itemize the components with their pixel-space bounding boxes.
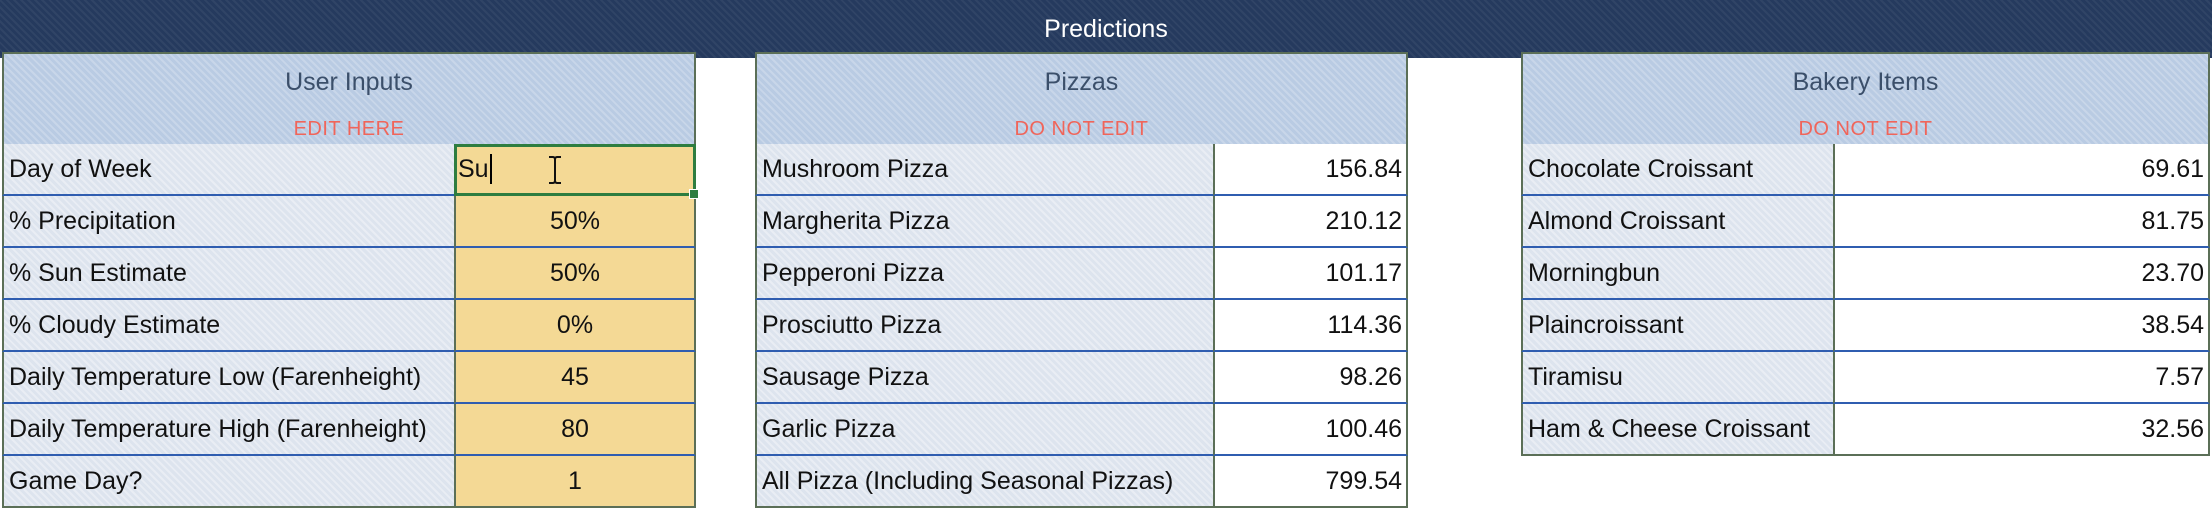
bakery-value[interactable]: 32.56	[1833, 404, 2210, 456]
edit-here-note: EDIT HERE	[293, 118, 405, 140]
pizza-label[interactable]: Prosciutto Pizza	[755, 300, 1213, 352]
temp-high-input[interactable]: 80	[454, 404, 696, 456]
pizza-label[interactable]: Sausage Pizza	[755, 352, 1213, 404]
bakery-value[interactable]: 69.61	[1833, 144, 2210, 196]
temp-low-input[interactable]: 45	[454, 352, 696, 404]
bakery-panel: Bakery Items DO NOT EDIT Chocolate Crois…	[1521, 52, 2210, 456]
bakery-row: Tiramisu 7.57	[1521, 352, 2210, 404]
ibeam-cursor-icon	[549, 156, 561, 184]
pizza-row: Mushroom Pizza 156.84	[755, 144, 1408, 196]
bakery-label[interactable]: Morningbun	[1521, 248, 1833, 300]
bakery-row: Plaincroissant 38.54	[1521, 300, 2210, 352]
pizza-row: Prosciutto Pizza 114.36	[755, 300, 1408, 352]
pizza-label[interactable]: Garlic Pizza	[755, 404, 1213, 456]
bakery-value[interactable]: 81.75	[1833, 196, 2210, 248]
pizzas-panel: Pizzas DO NOT EDIT Mushroom Pizza 156.84…	[755, 52, 1408, 508]
predictions-banner: Predictions	[0, 0, 2212, 58]
pizza-row: Garlic Pizza 100.46	[755, 404, 1408, 456]
pizza-label[interactable]: Pepperoni Pizza	[755, 248, 1213, 300]
pizza-total-value[interactable]: 799.54	[1213, 456, 1408, 508]
pizza-total-row: All Pizza (Including Seasonal Pizzas) 79…	[755, 456, 1408, 508]
pizza-value[interactable]: 98.26	[1213, 352, 1408, 404]
pizza-label[interactable]: Margherita Pizza	[755, 196, 1213, 248]
pizzas-title: Pizzas	[1044, 68, 1119, 96]
bakery-title: Bakery Items	[1792, 68, 1939, 96]
input-row-temp-high: Daily Temperature High (Farenheight) 80	[2, 404, 696, 456]
input-label[interactable]: Day of Week	[2, 144, 454, 196]
bakery-row: Almond Croissant 81.75	[1521, 196, 2210, 248]
input-label[interactable]: Daily Temperature High (Farenheight)	[2, 404, 454, 456]
text-caret	[489, 154, 492, 184]
game-day-input[interactable]: 1	[454, 456, 696, 508]
pizza-value[interactable]: 101.17	[1213, 248, 1408, 300]
bakery-label[interactable]: Tiramisu	[1521, 352, 1833, 404]
bakery-label[interactable]: Ham & Cheese Croissant	[1521, 404, 1833, 456]
do-not-edit-note: DO NOT EDIT	[1798, 118, 1933, 140]
pizza-label[interactable]: Mushroom Pizza	[755, 144, 1213, 196]
input-label[interactable]: % Sun Estimate	[2, 248, 454, 300]
do-not-edit-note: DO NOT EDIT	[1014, 118, 1149, 140]
pizza-value[interactable]: 100.46	[1213, 404, 1408, 456]
user-inputs-panel: User Inputs EDIT HERE Day of Week Su % P…	[2, 52, 699, 508]
pizzas-header: Pizzas DO NOT EDIT	[755, 52, 1408, 144]
pizza-value[interactable]: 210.12	[1213, 196, 1408, 248]
input-row-game-day: Game Day? 1	[2, 456, 696, 508]
input-row-precipitation: % Precipitation 50%	[2, 196, 696, 248]
pizza-value[interactable]: 156.84	[1213, 144, 1408, 196]
pizza-total-label[interactable]: All Pizza (Including Seasonal Pizzas)	[755, 456, 1213, 508]
input-row-temp-low: Daily Temperature Low (Farenheight) 45	[2, 352, 696, 404]
fill-handle[interactable]	[689, 189, 699, 199]
pizza-row: Sausage Pizza 98.26	[755, 352, 1408, 404]
cell-edit-text: Su	[458, 154, 489, 183]
bakery-row: Morningbun 23.70	[1521, 248, 2210, 300]
input-label[interactable]: Game Day?	[2, 456, 454, 508]
banner-title: Predictions	[1044, 14, 1168, 43]
input-label[interactable]: Daily Temperature Low (Farenheight)	[2, 352, 454, 404]
bakery-label[interactable]: Plaincroissant	[1521, 300, 1833, 352]
input-label[interactable]: % Cloudy Estimate	[2, 300, 454, 352]
bakery-value[interactable]: 38.54	[1833, 300, 2210, 352]
bakery-label[interactable]: Chocolate Croissant	[1521, 144, 1833, 196]
bakery-value[interactable]: 23.70	[1833, 248, 2210, 300]
pizza-value[interactable]: 114.36	[1213, 300, 1408, 352]
bakery-label[interactable]: Almond Croissant	[1521, 196, 1833, 248]
bakery-header: Bakery Items DO NOT EDIT	[1521, 52, 2210, 144]
user-inputs-title: User Inputs	[285, 68, 413, 96]
user-inputs-header: User Inputs EDIT HERE	[2, 52, 696, 144]
bakery-row: Ham & Cheese Croissant 32.56	[1521, 404, 2210, 456]
input-row-day-of-week: Day of Week Su	[2, 144, 699, 199]
sun-estimate-input[interactable]: 50%	[454, 248, 696, 300]
cloudy-estimate-input[interactable]: 0%	[454, 300, 696, 352]
input-label[interactable]: % Precipitation	[2, 196, 454, 248]
input-row-cloudy-estimate: % Cloudy Estimate 0%	[2, 300, 696, 352]
day-of-week-input[interactable]: Su	[454, 144, 699, 199]
input-row-sun-estimate: % Sun Estimate 50%	[2, 248, 696, 300]
pizza-row: Pepperoni Pizza 101.17	[755, 248, 1408, 300]
precipitation-input[interactable]: 50%	[454, 196, 696, 248]
bakery-row: Chocolate Croissant 69.61	[1521, 144, 2210, 196]
bakery-value[interactable]: 7.57	[1833, 352, 2210, 404]
pizza-row: Margherita Pizza 210.12	[755, 196, 1408, 248]
